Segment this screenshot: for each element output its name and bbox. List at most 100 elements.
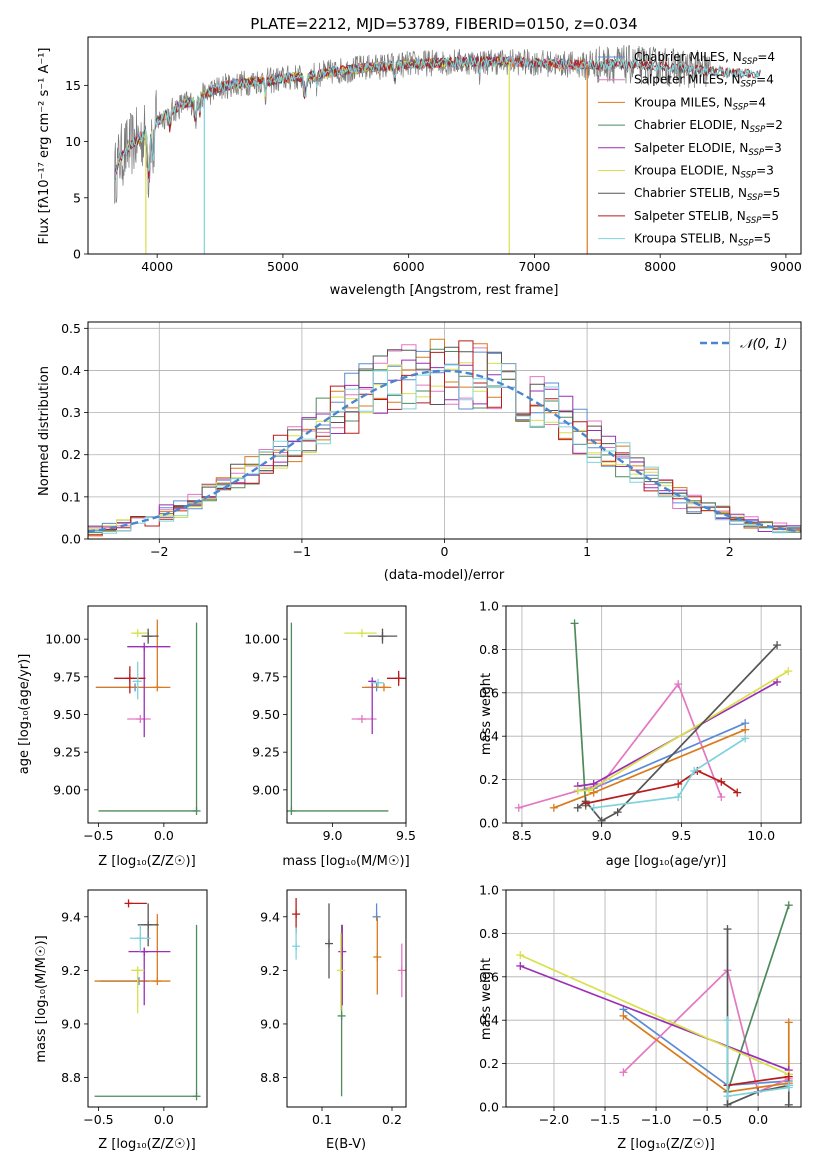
weight_vs_Z-series-kroupa-stelib [723,1016,793,1101]
mass-vs-ebv-panel: 0.1 0.2 8.8 9.0 9.2 9.4 E(B-V) [260,889,407,1152]
residual-y-axis-label: Normed distribution [37,366,52,496]
spectrum-y-tick-label: 10 [65,134,81,149]
age_vs_mass-axes-frame [286,605,407,824]
spectrum-axes-frame [87,36,802,255]
mass-vs-metallicity-y-label: mass [log₁₀(M/M☉)] [34,935,49,1062]
weight_vs_age-x-tick-label: 8.5 [512,828,532,843]
weight-vs-metallicity-panel: −2.0 −1.5 −1.0 −0.5 0.0 0.0 0.2 0.4 0.6 0.8 1.0 Z … [479,883,802,1152]
weight_vs_Z-x-tick-label: −1.5 [590,1112,620,1127]
mass_vs_Z-x-tick-label: −0.5 [83,1112,113,1127]
spectrum-y-tick-label: 15 [65,78,81,93]
mass_vs_EBV-x-tick-label: 0.2 [382,1112,402,1127]
weight_vs_age-x-tick-label: 10.0 [747,828,775,843]
age_vs_Z-y-tick-label: 9.50 [53,707,81,722]
weight_vs_age-series-salpeter-elodie [573,677,782,791]
age_vs_mass-point-chabrier-elodie [287,622,389,815]
age_vs_Z-x-tick-label: 0.0 [154,828,174,843]
mass_vs_Z-point-salpeter-elodie [128,947,171,1006]
mass_vs_EBV-marks [292,898,406,1097]
weight_vs_age-series-kroupa-miles [549,725,750,812]
weight_vs_Z-x-tick-label: 0.0 [748,1112,768,1127]
weight_vs_age-y-tick-label: 0.6 [479,685,499,700]
residuals-y-tick-label: 0.1 [61,489,81,504]
residuals-x-tick-label: 2 [726,544,734,559]
mass_vs_Z-point-kroupa-stelib [129,924,151,952]
mass_vs_EBV-point-chabrier-stelib [325,903,333,979]
age_vs_Z-y-tick-label: 10.00 [45,632,81,647]
mass_vs_EBV-y-tick-label: 9.4 [260,909,280,924]
spectrum-x-tick-label: 7000 [519,259,551,274]
mass_vs_EBV-axes-frame [286,889,407,1108]
age-vs-metallicity-panel: −0.5 0.0 9.00 9.25 9.50 9.75 10.00 Z [log₁₀(Z/… [17,605,208,869]
spectrum-x-tick-label: 9000 [770,259,802,274]
age_vs_Z-axes-frame [87,605,208,824]
model-spectrum-kroupa-stelib [113,56,761,182]
weight_vs_age-y-tick-label: 0.4 [479,729,499,744]
mass_vs_Z-point-kroupa-elodie [131,966,145,1014]
mass_vs_Z-y-tick-label: 9.0 [61,1016,81,1031]
series-line [622,1015,790,1093]
age_vs_Z-x-tick-label: −0.5 [83,828,113,843]
mass_vs_EBV-x-tick-label: 0.1 [312,1112,332,1127]
age-vs-mass-x-label: mass [log₁₀(M/M☉)] [282,854,409,869]
mass-vs-ebv-x-label: E(B-V) [326,1137,366,1152]
residual-histogram-plot-area: −2 −1 0 1 2 0.0 0.1 0.2 0.3 0.4 0.5 [61,321,802,559]
weight_vs_Z-x-tick-label: −2.0 [539,1112,569,1127]
weight_vs_Z-marks [516,901,793,1107]
weight_vs_Z-y-tick-label: 0.6 [479,969,499,984]
weight-vs-metallicity-x-label: Z [log₁₀(Z/Z☉)] [617,1137,714,1152]
series-line [518,682,723,809]
mass_vs_Z-marks [94,899,201,1101]
mass_vs_Z-point-salpeter-stelib [124,899,147,908]
age_vs_Z-point-salpeter-miles [127,715,151,724]
age_vs_mass-y-tick-label: 9.00 [252,782,280,797]
weight_vs_age-x-tick-label: 9.0 [592,828,612,843]
mass_vs_EBV-point-kroupa-stelib [292,927,301,960]
age_vs_mass-point-salpeter-elodie [368,677,377,735]
weight-vs-age-panel: 8.5 9.0 9.5 10.0 0.0 0.2 0.4 0.6 0.8 1.0 age [log… [479,599,802,869]
age_vs_Z-point-kroupa-miles [95,619,171,692]
mass_vs_EBV-point-chabrier-miles [372,903,381,921]
legend-label-kroupa-miles: Kroupa MILES, NSSP=4 [634,95,766,112]
spectrum-y-tick-label: 5 [73,190,81,205]
spectrum-title: PLATE=2212, MJD=53789, FIBERID=0150, z=0… [250,15,637,33]
age_vs_Z-marks [95,619,201,815]
spectrum-x-tick-label: 8000 [644,259,676,274]
spectrum-panel: PLATE=2212, MJD=53789, FIBERID=0150, z=0… [37,15,802,298]
age_vs_mass-y-tick-label: 10.00 [244,632,280,647]
residuals-axes-frame [87,321,802,540]
spectrum-x-tick-label: 4000 [141,259,173,274]
residual-x-axis-label: (data-model)/error [384,568,505,583]
legend-label-salpeter-stelib: Salpeter STELIB, NSSP=5 [634,209,779,226]
weight_vs_age-series-kroupa-stelib [589,734,750,812]
series-line [727,1075,789,1087]
mass_vs_EBV-point-kroupa-elodie [336,932,345,1011]
weight_vs_age-y-tick-label: 0.8 [479,642,499,657]
mass_vs_EBV-y-tick-label: 9.0 [260,1016,280,1031]
mass_vs_Z-axes-frame [87,889,208,1108]
weight-vs-age-y-label: mass weight [479,673,494,755]
mass-vs-metallicity-x-label: Z [log₁₀(Z/Z☉)] [98,1137,195,1152]
spectrum-marks [113,44,761,254]
mass_vs_EBV-y-tick-label: 8.8 [260,1070,280,1085]
residual-histogram-kroupa-stelib [88,363,801,534]
age_vs_Z-point-kroupa-stelib [132,661,142,700]
normal-reference-curve [88,369,801,533]
spectrum-x-tick-label: 6000 [393,259,425,274]
weight-vs-age-plot-area: 8.5 9.0 9.5 10.0 0.0 0.2 0.4 0.6 0.8 1.0 [479,599,802,843]
series-line [519,965,790,1071]
age-vs-mass-panel: 9.0 9.5 9.00 9.25 9.50 9.75 10.00 mass [log₁₀(… [244,605,416,869]
mass_vs_EBV-y-tick-label: 9.2 [260,963,280,978]
residuals-marks [88,338,801,538]
weight_vs_Z-y-tick-label: 1.0 [479,883,499,898]
weight_vs_Z-axes-frame [505,889,802,1108]
weight-vs-metallicity-plot-area: −2.0 −1.5 −1.0 −0.5 0.0 0.0 0.2 0.4 0.6 0.8 1.0 [479,883,802,1127]
normal-legend-label: 𝒩(0, 1) [740,337,787,352]
weight_vs_age-x-tick-label: 9.5 [671,828,691,843]
residuals-x-tick-label: 0 [441,544,449,559]
residuals-x-tick-label: −2 [150,544,168,559]
age-vs-metallicity-x-label: Z [log₁₀(Z/Z☉)] [98,854,195,869]
age_vs_mass-point-kroupa-elodie [344,629,377,638]
